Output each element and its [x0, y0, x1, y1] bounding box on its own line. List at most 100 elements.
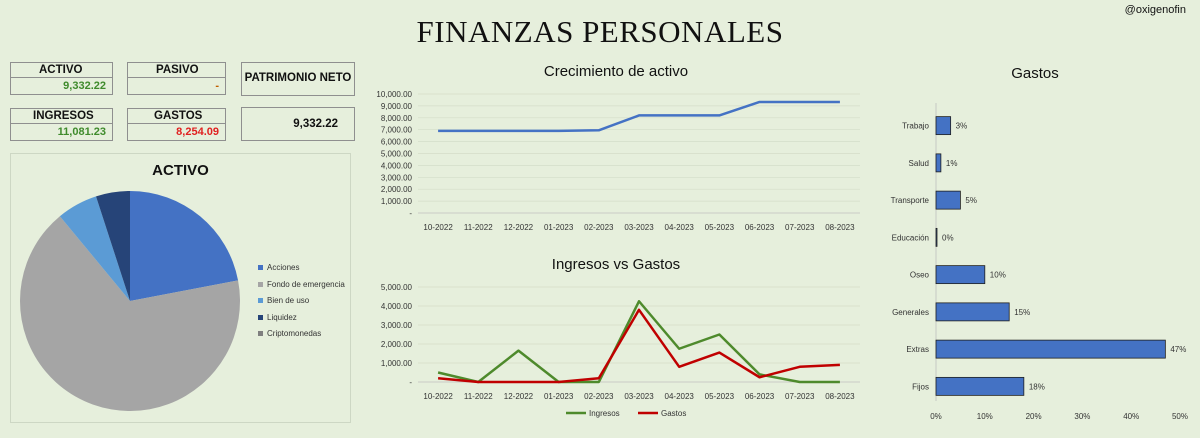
category-label: Educación — [892, 233, 929, 242]
pie-chart-title: ACTIVO — [152, 162, 209, 179]
pie-legend-label: Criptomonedas — [267, 329, 322, 338]
legend-label: Ingresos — [589, 409, 620, 418]
growth-line-chart: 10,000.00 9,000.00 8,000.00 7,000.00 6,000.0… — [376, 90, 860, 232]
gastos-chart-title: Gastos — [1011, 65, 1059, 82]
data-label: 15% — [1014, 308, 1030, 317]
y-tick-label: 3,000.00 — [381, 321, 413, 330]
x-tick-label: 01-2023 — [544, 392, 574, 401]
bar — [935, 302, 1010, 322]
pie-legend-label: Liquidez — [267, 312, 297, 322]
legend-swatch — [258, 265, 263, 271]
y-tick-label: 6,000.00 — [381, 138, 413, 147]
category-label: Salud — [909, 159, 929, 168]
bar — [935, 116, 952, 136]
pie-legend-label: Acciones — [267, 263, 300, 272]
y-tick-label: 5,000.00 — [381, 283, 413, 292]
bar — [935, 339, 1166, 359]
kpi-gastos-label: GASTOS — [128, 109, 225, 124]
y-tick-label: 8,000.00 — [381, 114, 413, 123]
kpi-pasivo-value: - — [215, 80, 219, 92]
data-label: 1% — [946, 159, 958, 168]
y-tick-label: - — [409, 209, 412, 218]
x-tick-label: 08-2023 — [825, 392, 855, 401]
income-expense-chart-title: Ingresos vs Gastos — [551, 256, 681, 273]
x-tick-label: 03-2023 — [624, 223, 654, 232]
x-tick-label: 07-2023 — [785, 223, 815, 232]
pie-legend-label: Bien de uso — [267, 296, 310, 305]
category-label: Extras — [906, 345, 929, 354]
pie-chart — [19, 191, 240, 411]
page-title: FINANZAS PERSONALES — [416, 14, 784, 49]
category-label: Generales — [892, 308, 929, 317]
kpi-patrimonio-value-box: 9,332.22 — [241, 107, 355, 141]
bar — [935, 153, 942, 173]
x-tick-label: 05-2023 — [705, 392, 735, 401]
legend-swatch — [258, 298, 263, 304]
series-line-0 — [438, 100, 840, 133]
data-label: 5% — [965, 196, 977, 205]
series-line-0 — [437, 300, 840, 384]
y-tick-label: 2,000.00 — [381, 340, 413, 349]
x-tick-label: 11-2022 — [464, 223, 493, 232]
y-tick-label: - — [409, 378, 412, 387]
x-tick-label: 05-2023 — [705, 223, 735, 232]
author-handle: @oxigenofin — [1124, 4, 1186, 16]
y-tick-label: 4,000.00 — [381, 302, 413, 311]
kpi-activo-label: ACTIVO — [11, 63, 112, 78]
x-tick-label: 02-2023 — [584, 223, 614, 232]
kpi-ingresos-value: 11,081.23 — [57, 126, 106, 138]
x-tick-label: 40% — [1123, 412, 1139, 421]
series-line-1 — [437, 308, 840, 384]
legend-swatch — [258, 331, 263, 337]
x-tick-label: 03-2023 — [624, 392, 654, 401]
x-tick-label: 08-2023 — [825, 223, 855, 232]
y-tick-label: 4,000.00 — [381, 161, 413, 170]
kpi-pasivo-label: PASIVO — [128, 63, 225, 78]
x-tick-label: 0% — [930, 412, 942, 421]
x-tick-label: 50% — [1172, 412, 1188, 421]
legend-swatch — [258, 281, 263, 287]
y-tick-label: 5,000.00 — [381, 150, 413, 159]
data-label: 0% — [942, 233, 954, 242]
x-tick-label: 11-2022 — [464, 392, 493, 401]
data-label: 10% — [990, 271, 1006, 280]
bar — [935, 190, 961, 210]
x-tick-label: 02-2023 — [584, 392, 614, 401]
y-tick-label: 2,000.00 — [381, 185, 413, 194]
data-label: 18% — [1029, 382, 1045, 391]
category-label: Oseo — [910, 271, 930, 280]
bar — [935, 227, 938, 247]
x-tick-label: 04-2023 — [665, 223, 695, 232]
kpi-activo-value: 9,332.22 — [63, 80, 106, 92]
kpi-gastos: GASTOS 8,254.09 — [127, 108, 226, 141]
x-tick-label: 01-2023 — [544, 223, 574, 232]
x-tick-label: 30% — [1074, 412, 1090, 421]
category-label: Transporte — [891, 196, 930, 205]
x-tick-label: 10-2022 — [423, 392, 453, 401]
kpi-ingresos: INGRESOS 11,081.23 — [10, 108, 113, 141]
x-tick-label: 12-2022 — [504, 223, 534, 232]
pie-chart-panel — [10, 153, 351, 423]
x-tick-label: 06-2023 — [745, 392, 775, 401]
pie-legend-label: Fondo de emergencia — [267, 279, 345, 289]
legend-swatch — [258, 314, 263, 320]
data-label: 3% — [956, 122, 968, 131]
pie-legend-item: Bien de uso — [258, 296, 309, 305]
kpi-patrimonio-label: PATRIMONIO NETO — [241, 62, 355, 96]
growth-chart-title: Crecimiento de activo — [543, 63, 689, 80]
y-tick-label: 3,000.00 — [381, 173, 413, 182]
pie-slice-0 — [130, 191, 239, 301]
pie-slice-3 — [96, 191, 130, 301]
pie-legend-item: Criptomonedas — [258, 329, 321, 338]
pie-legend-item: Liquidez — [258, 313, 297, 322]
income-expense-line-chart: 5,000.00 4,000.00 3,000.00 2,000.00 1,000.00… — [381, 283, 860, 418]
category-label: Fijos — [912, 382, 929, 391]
x-tick-label: 10% — [977, 412, 993, 421]
kpi-patrimonio-value: 9,332.22 — [293, 118, 338, 130]
bar — [935, 265, 986, 285]
y-tick-label: 7,000.00 — [381, 126, 413, 135]
y-tick-label: 1,000.00 — [381, 359, 413, 368]
kpi-activo: ACTIVO 9,332.22 — [10, 62, 113, 95]
legend-label: Gastos — [661, 409, 686, 418]
data-label: 47% — [1170, 345, 1186, 354]
